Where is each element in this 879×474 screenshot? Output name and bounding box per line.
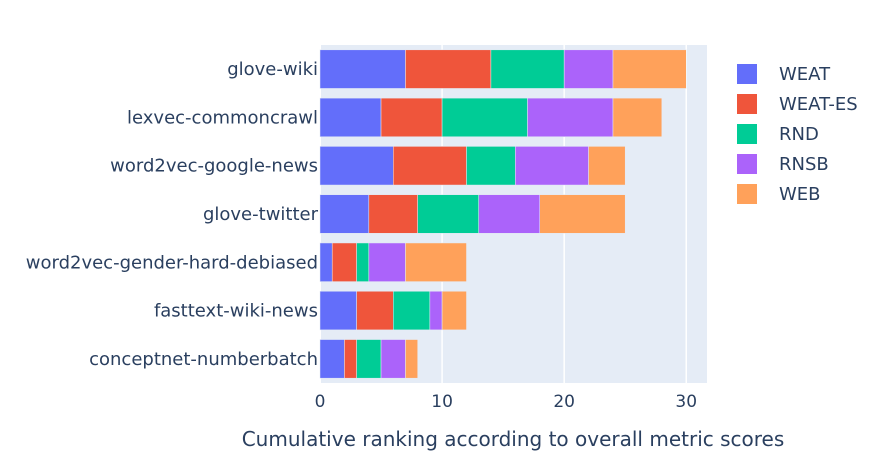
- y-tick-label: lexvec-commoncrawl: [127, 107, 318, 128]
- legend-label-rnd[interactable]: RND: [779, 124, 819, 145]
- bars: [319, 49, 687, 379]
- bar-web-glove-twitter[interactable]: [539, 194, 626, 234]
- bar-weat-glove-wiki[interactable]: [319, 49, 406, 89]
- legend-swatch-web[interactable]: [737, 184, 757, 204]
- bar-rnd-word2vec-gender-hard-debiased[interactable]: [356, 242, 370, 282]
- bar-rnd-conceptnet-numberbatch[interactable]: [356, 339, 382, 379]
- x-tick-label: 10: [431, 392, 453, 412]
- bar-weat-es-fasttext-wiki-news[interactable]: [356, 291, 394, 331]
- bar-rnsb-word2vec-google-news[interactable]: [515, 146, 589, 186]
- legend-swatch-weat[interactable]: [737, 64, 757, 84]
- bar-web-glove-wiki[interactable]: [612, 49, 687, 89]
- bar-rnd-glove-twitter[interactable]: [417, 194, 479, 234]
- legend-swatch-rnsb[interactable]: [737, 154, 757, 174]
- bar-rnd-word2vec-google-news[interactable]: [466, 146, 516, 186]
- bar-rnsb-fasttext-wiki-news[interactable]: [429, 291, 443, 331]
- x-tick-label: 0: [315, 392, 326, 412]
- bar-weat-es-lexvec-commoncrawl[interactable]: [380, 97, 443, 137]
- bar-weat-word2vec-google-news[interactable]: [319, 146, 394, 186]
- y-tick-label: fasttext-wiki-news: [154, 301, 318, 322]
- bar-rnsb-glove-wiki[interactable]: [563, 49, 614, 89]
- bar-rnsb-conceptnet-numberbatch[interactable]: [380, 339, 406, 379]
- bar-weat-es-glove-wiki[interactable]: [405, 49, 492, 89]
- bar-rnsb-glove-twitter[interactable]: [478, 194, 540, 234]
- x-tick-labels: 0 10 20 30: [315, 392, 697, 412]
- y-tick-label: glove-twitter: [203, 204, 319, 225]
- bar-weat-word2vec-gender-hard-debiased[interactable]: [319, 242, 333, 282]
- y-tick-label: conceptnet-numberbatch: [89, 349, 318, 370]
- legend-label-weat-es[interactable]: WEAT-ES: [779, 94, 858, 115]
- bar-web-word2vec-google-news[interactable]: [588, 146, 626, 186]
- bar-weat-fasttext-wiki-news[interactable]: [319, 291, 357, 331]
- legend-label-weat[interactable]: WEAT: [779, 64, 831, 85]
- x-tick-label: 20: [553, 392, 575, 412]
- bar-web-conceptnet-numberbatch[interactable]: [405, 339, 418, 379]
- bar-rnd-fasttext-wiki-news[interactable]: [392, 291, 431, 331]
- y-tick-label: glove-wiki: [227, 59, 318, 80]
- bar-web-word2vec-gender-hard-debiased[interactable]: [405, 242, 467, 282]
- legend[interactable]: WEAT WEAT-ES RND RNSB WEB: [737, 64, 858, 205]
- bar-rnd-lexvec-commoncrawl[interactable]: [441, 97, 528, 137]
- bar-weat-es-word2vec-google-news[interactable]: [392, 146, 467, 186]
- bar-weat-conceptnet-numberbatch[interactable]: [319, 339, 345, 379]
- x-axis-title: Cumulative ranking according to overall …: [242, 427, 785, 451]
- bar-web-lexvec-commoncrawl[interactable]: [612, 97, 663, 137]
- legend-swatch-rnd[interactable]: [737, 124, 757, 144]
- bar-rnd-glove-wiki[interactable]: [490, 49, 565, 89]
- y-tick-labels: glove-wiki lexvec-commoncrawl word2vec-goo…: [26, 59, 319, 370]
- y-tick-label: word2vec-gender-hard-debiased: [26, 252, 318, 273]
- x-tick-label: 30: [675, 392, 697, 412]
- bar-weat-es-glove-twitter[interactable]: [368, 194, 418, 234]
- bar-weat-es-word2vec-gender-hard-debiased[interactable]: [331, 242, 357, 282]
- bar-web-fasttext-wiki-news[interactable]: [441, 291, 467, 331]
- bar-rnsb-lexvec-commoncrawl[interactable]: [527, 97, 614, 137]
- bar-weat-glove-twitter[interactable]: [319, 194, 370, 234]
- y-tick-label: word2vec-google-news: [110, 156, 318, 177]
- bar-weat-es-conceptnet-numberbatch[interactable]: [344, 339, 357, 379]
- legend-label-web[interactable]: WEB: [779, 184, 821, 205]
- legend-swatch-weat-es[interactable]: [737, 94, 757, 114]
- bar-rnsb-word2vec-gender-hard-debiased[interactable]: [368, 242, 406, 282]
- bar-weat-lexvec-commoncrawl[interactable]: [319, 97, 382, 137]
- legend-label-rnsb[interactable]: RNSB: [779, 154, 829, 175]
